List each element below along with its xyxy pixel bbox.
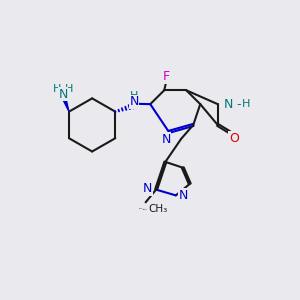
Text: -: - (236, 98, 241, 111)
Text: H: H (53, 84, 61, 94)
Text: H: H (65, 84, 74, 94)
Text: N: N (161, 133, 171, 146)
Text: N: N (143, 182, 153, 195)
Text: CH₃: CH₃ (148, 204, 168, 214)
Text: F: F (163, 70, 170, 83)
Text: O: O (229, 132, 239, 145)
Text: N: N (129, 95, 139, 108)
Text: N: N (58, 88, 68, 101)
Text: N: N (178, 189, 188, 202)
Text: H: H (242, 99, 250, 109)
Text: N: N (224, 98, 233, 111)
Text: methyl: methyl (143, 208, 148, 210)
Polygon shape (61, 95, 69, 112)
Text: methyl: methyl (139, 208, 144, 209)
Text: H: H (130, 91, 138, 101)
